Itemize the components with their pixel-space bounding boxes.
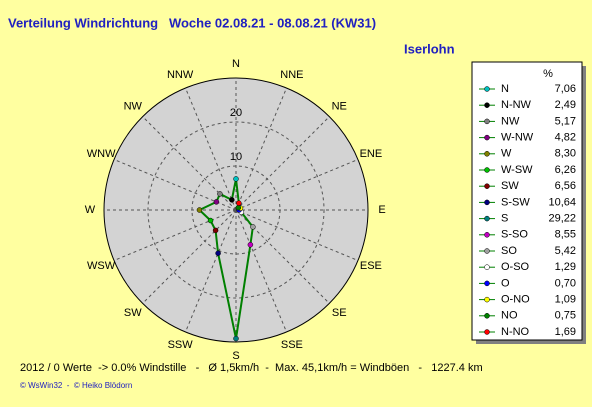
legend-value: 2,49 — [555, 99, 576, 111]
legend-name: NO — [501, 310, 518, 322]
axis-label: ESE — [360, 260, 382, 272]
legend-value: 10,64 — [548, 196, 576, 208]
legend-name: W — [501, 148, 512, 160]
axis-label: W — [85, 204, 96, 216]
legend-value: 29,22 — [548, 213, 576, 225]
legend-marker — [484, 151, 490, 157]
legend-name: SW — [501, 180, 519, 192]
legend-value: 1,29 — [555, 261, 576, 273]
axis-label: N — [232, 58, 240, 70]
legend-name: S-SO — [501, 229, 528, 241]
legend-value: 6,26 — [555, 164, 576, 176]
data-point — [233, 335, 239, 342]
axis-label: ENE — [360, 148, 383, 160]
spoke — [113, 159, 237, 211]
legend-marker — [484, 296, 490, 303]
legend-marker — [484, 264, 490, 270]
legend-marker — [484, 183, 490, 189]
data-point — [207, 217, 214, 224]
axis-label: S — [232, 350, 239, 362]
legend-name: W-SW — [501, 164, 533, 176]
spoke — [142, 116, 237, 211]
data-point — [236, 200, 242, 206]
spoke — [235, 116, 330, 211]
legend-name: N-NW — [501, 99, 532, 111]
legend-value: 0,70 — [555, 277, 576, 289]
footer: 2012 / 0 Werte -> 0.0% Windstille - Ø 1,… — [20, 362, 483, 374]
legend-marker — [484, 248, 490, 254]
data-point — [196, 207, 203, 213]
legend-name: O-NO — [501, 294, 530, 306]
spoke — [235, 159, 359, 211]
spoke — [113, 209, 237, 261]
axis-label: NNE — [280, 69, 303, 81]
grid-circle — [147, 121, 325, 299]
legend-marker — [484, 199, 490, 206]
chart-subtitle: Iserlohn — [404, 41, 455, 56]
legend-marker — [484, 167, 490, 173]
spoke — [235, 87, 287, 211]
legend-title: % — [543, 68, 553, 80]
data-point — [217, 191, 223, 197]
legend-marker — [484, 329, 490, 335]
spoke — [235, 209, 287, 333]
axis-label: NW — [124, 101, 143, 113]
axis-label: SE — [332, 307, 347, 319]
chart-title: Verteilung Windrichtung Woche 02.08.21 -… — [8, 15, 376, 30]
data-point — [212, 227, 219, 234]
legend-name: N-NO — [501, 326, 530, 338]
legend-marker — [484, 134, 490, 141]
axis-label: NNW — [167, 69, 194, 81]
legend-name: NW — [501, 115, 520, 127]
data-point — [233, 176, 239, 182]
legend-marker — [484, 232, 490, 238]
legend-marker — [484, 86, 490, 92]
data-point — [235, 204, 242, 211]
axis-label: WSW — [87, 260, 116, 272]
legend-name: O-SO — [501, 261, 530, 273]
data-point — [215, 250, 221, 257]
axis-label: NE — [332, 101, 347, 113]
axis-label: SSW — [168, 339, 194, 351]
spoke — [235, 209, 330, 304]
legend-name: S-SW — [501, 196, 530, 208]
axis-label: WNW — [87, 148, 116, 160]
spoke — [185, 209, 237, 333]
axis-label: SSE — [281, 339, 303, 351]
legend-name: SO — [501, 245, 517, 257]
legend-value: 4,82 — [555, 132, 576, 144]
legend-marker — [484, 280, 490, 287]
legend-name: O — [501, 277, 510, 289]
spoke — [185, 87, 237, 211]
legend-value: 5,17 — [555, 115, 576, 127]
legend-value: 5,42 — [555, 245, 576, 257]
legend-box — [471, 61, 583, 341]
legend-value: 8,30 — [555, 148, 576, 160]
data-point — [213, 199, 220, 205]
data-point — [229, 197, 235, 203]
legend-value: 7,06 — [555, 83, 576, 95]
legend-value: 8,55 — [555, 229, 576, 241]
spoke — [142, 209, 237, 304]
credits: © WsWin32 - © Heiko Blödorn — [20, 381, 132, 390]
legend-name: W-NW — [501, 132, 534, 144]
legend-value: 1,69 — [555, 326, 576, 338]
legend-marker — [484, 118, 490, 125]
legend-marker — [484, 215, 490, 222]
legend-value: 6,56 — [555, 180, 576, 192]
legend-name: N — [501, 83, 509, 95]
data-point — [250, 224, 256, 230]
spoke — [235, 209, 359, 261]
data-point — [247, 242, 254, 248]
legend-value: 0,75 — [555, 310, 576, 322]
legend-marker — [484, 313, 490, 319]
legend-marker — [484, 102, 490, 108]
legend-name: S — [501, 213, 508, 225]
axis-label: SW — [124, 307, 142, 319]
axis-label: E — [378, 204, 385, 216]
legend-value: 1,09 — [555, 294, 576, 306]
r-tick-label: 10 — [230, 151, 242, 163]
